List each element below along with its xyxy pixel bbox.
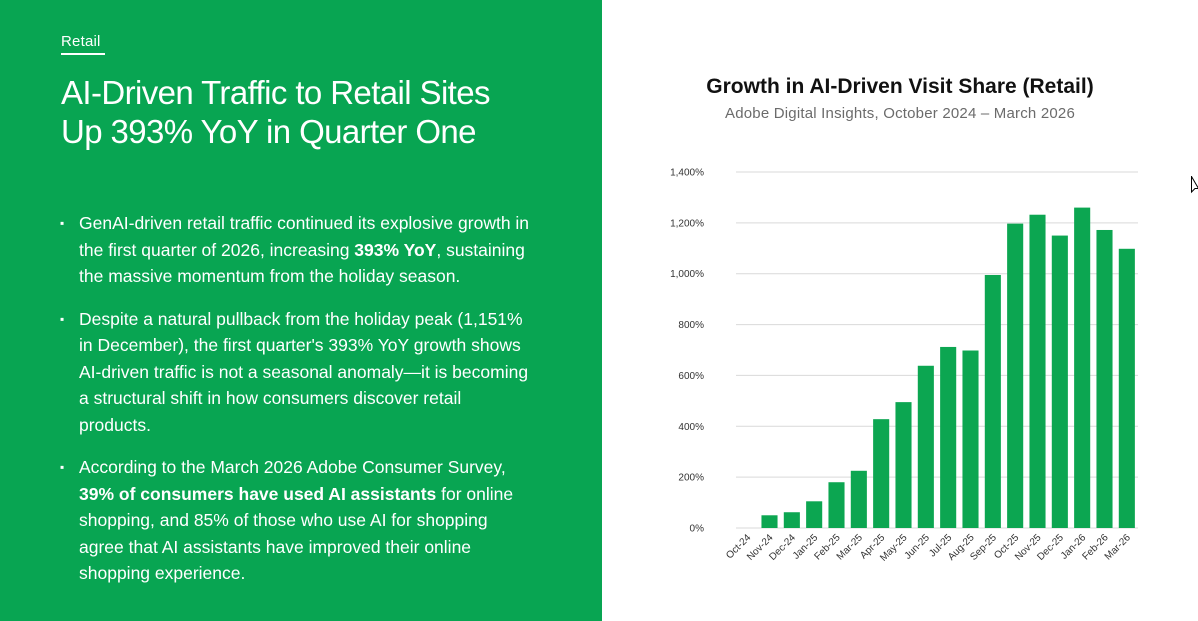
bar bbox=[828, 482, 845, 528]
x-tick-label: Mar-25 bbox=[835, 532, 865, 562]
bullet-text: According to the March 2026 Adobe Consum… bbox=[79, 457, 506, 477]
bar bbox=[1096, 229, 1113, 528]
slide-title: AI-Driven Traffic to Retail Sites Up 393… bbox=[61, 74, 491, 150]
bar bbox=[895, 402, 912, 528]
bar bbox=[940, 346, 957, 528]
bar bbox=[761, 515, 778, 528]
bullet-emphasis: 39% of consumers have used AI assistants bbox=[79, 483, 437, 504]
bullet-marker-icon: ▪ bbox=[60, 460, 65, 474]
bar bbox=[1007, 223, 1024, 528]
bullet-item: ▪ GenAI-driven retail traffic continued … bbox=[58, 210, 533, 290]
y-tick-label: 0% bbox=[690, 524, 705, 535]
bar bbox=[783, 512, 800, 528]
bar bbox=[1029, 214, 1046, 528]
y-tick-label: 1,000% bbox=[670, 269, 704, 280]
y-tick-label: 400% bbox=[678, 422, 704, 433]
bullet-text: GenAI-driven retail traffic continued it… bbox=[79, 213, 530, 260]
bar bbox=[1074, 207, 1091, 528]
bullet-marker-icon: ▪ bbox=[60, 311, 65, 326]
bar bbox=[984, 274, 1001, 528]
bar bbox=[806, 501, 823, 528]
left-panel: Retail AI-Driven Traffic to Retail Sites… bbox=[0, 0, 602, 621]
y-tick-label: 1,400% bbox=[670, 168, 704, 179]
tag-underline bbox=[61, 53, 105, 55]
bullet-emphasis: 393% YoY bbox=[354, 239, 437, 260]
bullet-list: ▪ GenAI-driven retail traffic continued … bbox=[58, 210, 533, 603]
bullet-text-end: for online shopping, and 85% of those wh… bbox=[79, 483, 514, 584]
bullet-text-end: , sustaining the massive momentum from t… bbox=[79, 239, 525, 287]
bar bbox=[917, 365, 934, 528]
bullet-marker-icon: ▪ bbox=[60, 216, 65, 230]
bullet-item: ▪ Despite a natural pullback from the ho… bbox=[58, 306, 533, 439]
chart-panel: Growth in AI-Driven Visit Share (Retail)… bbox=[602, 0, 1198, 621]
chart-title: Growth in AI-Driven Visit Share (Retail) bbox=[706, 75, 1094, 98]
x-tick-label: Mar-26 bbox=[1103, 532, 1133, 562]
bar bbox=[962, 350, 979, 528]
bar bbox=[873, 419, 890, 528]
y-tick-label: 200% bbox=[678, 473, 704, 484]
y-tick-label: 600% bbox=[678, 371, 704, 382]
bar bbox=[1051, 235, 1068, 529]
bar bbox=[1118, 248, 1135, 528]
bullet-item: ▪ According to the March 2026 Adobe Cons… bbox=[58, 454, 533, 587]
chart-subtitle: Adobe Digital Insights, October 2024 – M… bbox=[724, 105, 1075, 122]
y-tick-label: 800% bbox=[678, 320, 704, 331]
section-tag: Retail bbox=[61, 33, 101, 50]
bar-chart: 0%200%400%600%800%1,000%1,200%1,400%Oct-… bbox=[670, 168, 1138, 564]
y-tick-label: 1,200% bbox=[670, 218, 704, 229]
bar bbox=[850, 470, 867, 528]
x-tick-label: Jun-25 bbox=[903, 532, 933, 562]
mouse-cursor-icon bbox=[1191, 176, 1198, 194]
bullet-text: Despite a natural pullback from the holi… bbox=[79, 308, 529, 435]
